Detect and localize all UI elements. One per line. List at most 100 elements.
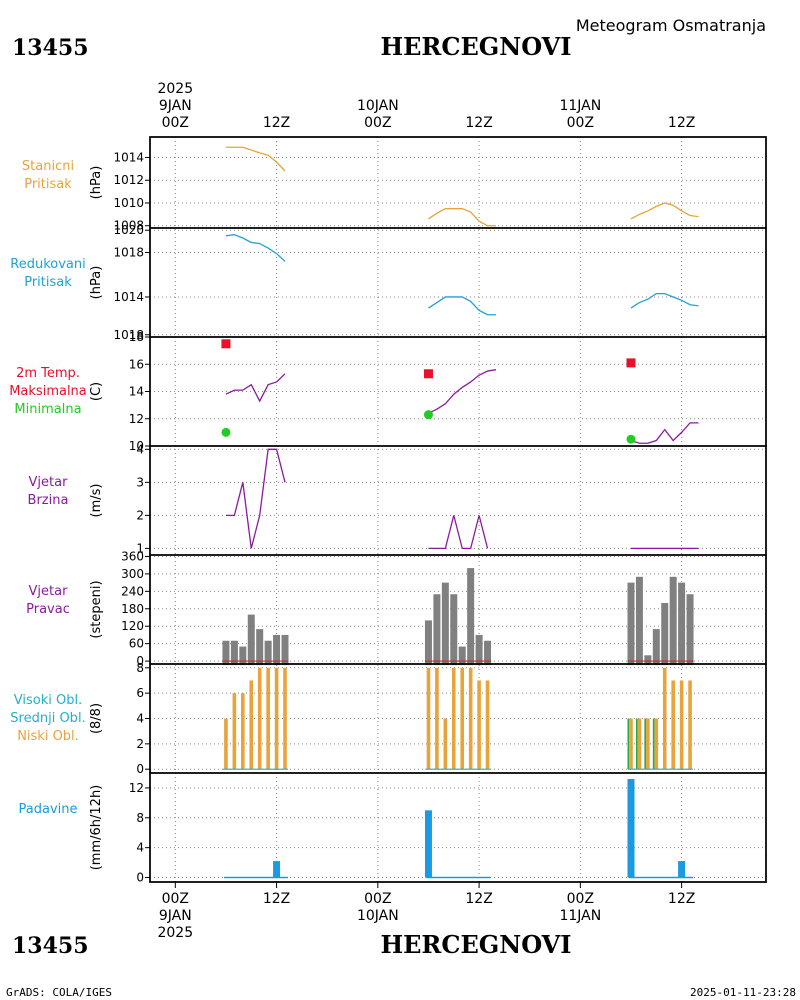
panel-frame: [149, 227, 767, 338]
temperature-series-line: [225, 373, 286, 403]
y-tick-label: 0: [136, 762, 144, 776]
top-hour-label: 00Z: [567, 115, 594, 131]
panel-frame: [149, 136, 767, 229]
wind-direction-bar: [652, 629, 660, 666]
panel-label: Maksimalna: [9, 384, 87, 399]
wind-direction-bar: [467, 568, 475, 666]
wind-direction-bar: [281, 634, 289, 666]
y-tick-label: 12: [129, 781, 144, 795]
temperature-series-line: [630, 422, 699, 444]
top-hour-label: 00Z: [364, 115, 391, 131]
y-tick-label: 14: [129, 385, 144, 399]
mid-cloud-bar: [635, 718, 638, 770]
panel-label: Srednji Obl.: [10, 711, 85, 726]
wind-direction-bar: [678, 582, 686, 666]
low-cloud-bar: [232, 693, 237, 770]
precip-bar: [678, 861, 686, 878]
y-tick-label: 1020: [113, 223, 144, 237]
bottom-hour-label: 00Z: [567, 891, 594, 907]
y-tick-label: 300: [121, 567, 144, 581]
low-cloud-bar: [241, 693, 245, 770]
wind-speed-line: [428, 515, 489, 550]
wind-direction-bar: [247, 614, 255, 666]
y-tick-label: 12: [129, 412, 144, 426]
y-tick-label: 4: [136, 841, 144, 855]
y-tick-label: 2: [136, 737, 144, 751]
temperature-series-line: [428, 369, 497, 414]
y-tick-label: 1010: [113, 196, 144, 210]
y-tick-label: 360: [121, 549, 144, 563]
y-tick-label: 180: [121, 602, 144, 616]
y-tick-label: 16: [129, 357, 144, 371]
mid-cloud-bar: [644, 718, 646, 770]
temp-min-marker: [423, 410, 433, 420]
mid-cloud-bar: [652, 718, 655, 770]
wind-direction-bar: [433, 594, 441, 666]
bottom-hour-label: 12Z: [465, 891, 492, 907]
y-tick-label: 1018: [113, 245, 144, 259]
wind-direction-bar: [424, 620, 432, 666]
bottom-hour-label: 00Z: [364, 891, 391, 907]
low-cloud-bar: [646, 718, 650, 770]
bottom-date-label: 11JAN: [559, 908, 601, 924]
unit-label: (hPa): [89, 166, 104, 200]
station-name-bottom: HERCEGNOVI: [380, 930, 571, 959]
low-cloud-bar: [477, 680, 481, 770]
low-cloud-bar: [451, 667, 456, 770]
low-cloud-bar: [274, 667, 279, 770]
wind-direction-bar: [458, 646, 466, 666]
y-tick-label: 1014: [113, 150, 144, 164]
panel-label: Visoki Obl.: [14, 693, 82, 708]
top-hour-label: 00Z: [162, 115, 189, 131]
low-cloud-bar: [460, 667, 465, 770]
low-cloud-bar: [443, 718, 448, 770]
panel-label: Pritisak: [24, 177, 72, 192]
unit-label: (stepeni): [89, 580, 104, 638]
temp-min-marker: [626, 434, 636, 444]
outer-frame: [149, 136, 767, 883]
header: 13455 HERCEGNOVI Meteogram Osmatranja: [12, 16, 766, 61]
pressure-series-line: [225, 146, 286, 172]
pressure-series-line: [225, 234, 286, 262]
wind-direction-bar: [686, 594, 694, 666]
panel-label: Pravac: [26, 602, 70, 617]
panel-label: 2m Temp.: [16, 366, 80, 381]
low-cloud-bar: [426, 667, 431, 770]
y-tick-label: 6: [136, 686, 144, 700]
y-tick-label: 18: [129, 330, 144, 344]
y-tick-label: 1008: [113, 219, 144, 233]
low-cloud-bar: [637, 718, 642, 770]
wind-direction-bar: [635, 576, 643, 666]
top-date-label: 10JAN: [357, 98, 399, 114]
unit-label: (hPa): [89, 266, 104, 300]
mid-cloud-bar: [627, 718, 630, 770]
low-cloud-bar: [283, 667, 287, 770]
low-cloud-bar: [435, 667, 439, 770]
meteogram-title: Meteogram Osmatranja: [576, 16, 766, 35]
footer: 13455 HERCEGNOVI GrADS: COLA/IGES 2025-0…: [6, 930, 796, 999]
wind-direction-bar: [484, 640, 492, 666]
panel-label: Niski Obl.: [17, 729, 79, 744]
wind-direction-bar: [627, 582, 635, 666]
panel-label: Stanicni: [22, 159, 74, 174]
bottom-date-label: 9JAN: [159, 908, 192, 924]
panel-vjetar-brzina: Vjetar Brzina (m/s) 1 2 3 4: [28, 442, 767, 556]
precip-bar: [273, 861, 281, 878]
pressure-series-line: [428, 208, 496, 227]
panel-padavine: Padavine (mm/6h/12h) 0 4 8 12: [19, 772, 767, 885]
temp-max-marker: [423, 369, 433, 379]
precip-bar: [424, 810, 432, 878]
unit-label: (m/s): [89, 484, 104, 518]
station-id-bottom: 13455: [12, 933, 89, 959]
unit-label: (8/8): [89, 703, 104, 734]
temp-max-marker: [221, 339, 231, 349]
y-tick-label: 1012: [113, 173, 144, 187]
panel-vjetar-pravac: Vjetar Pravac (stepeni) 0 60 120 180 240 300 360: [26, 549, 767, 668]
wind-direction-bar: [450, 594, 458, 666]
station-id-top: 13455: [12, 35, 89, 61]
panel-frame: [149, 772, 767, 883]
panel-label: Minimalna: [14, 402, 81, 417]
y-tick-label: 120: [121, 619, 144, 633]
